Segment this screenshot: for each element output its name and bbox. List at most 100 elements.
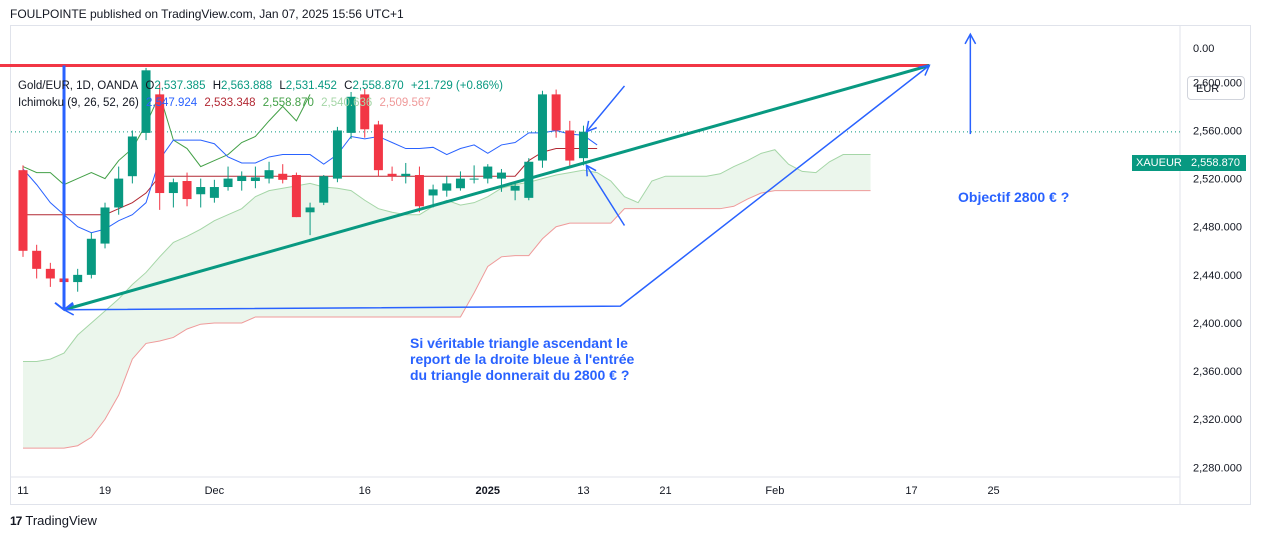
candle-body <box>414 174 424 207</box>
candle <box>141 67 151 141</box>
candle <box>209 179 219 203</box>
candle-body <box>86 238 96 275</box>
candle <box>428 184 438 208</box>
lagging-span-line <box>22 92 311 186</box>
footer-brand[interactable]: 17 TradingView <box>10 513 97 528</box>
candle-body <box>565 130 575 161</box>
conversion-value: 2,547.924 <box>146 97 198 109</box>
last-price-tag: 2,558.870 <box>1185 155 1246 171</box>
span-a-value: 2,540.636 <box>321 97 373 109</box>
candle <box>496 168 506 192</box>
candle-body <box>442 183 452 191</box>
y-tick-label: 2,360.000 <box>1193 366 1242 378</box>
candle-body <box>18 170 28 251</box>
span-b-line <box>23 190 871 449</box>
ohlc-legend: Gold/EUR, 1D, OANDA O2,537.385 H2,563.88… <box>18 80 507 92</box>
candle <box>196 178 206 208</box>
close-label: C <box>344 80 353 92</box>
pointer-arrow-lower-head <box>585 164 597 177</box>
open-value: 2,537.385 <box>154 80 206 92</box>
candle <box>305 202 315 236</box>
candle-body <box>305 207 315 213</box>
span-b-value: 2,509.567 <box>379 97 431 109</box>
candle-body <box>127 136 137 177</box>
candle-body <box>483 166 493 179</box>
candle <box>278 164 288 184</box>
candle <box>32 244 42 279</box>
pointer-arrow-lower <box>585 164 626 226</box>
candle-body <box>496 172 506 179</box>
x-tick-label: 17 <box>905 485 917 497</box>
x-tick-label: Feb <box>765 485 784 497</box>
y-tick-label: 2,320.000 <box>1193 414 1242 426</box>
candle-body <box>373 124 383 171</box>
x-tick-label: 21 <box>659 485 671 497</box>
ichimoku-legend[interactable]: Ichimoku (9, 26, 52, 26) 2,547.924 2,533… <box>18 97 435 109</box>
candle <box>114 166 124 215</box>
candle-body <box>428 189 438 196</box>
triangle-annotation[interactable]: Si véritable triangle ascendant le repor… <box>410 335 635 383</box>
conversion-line <box>22 129 598 234</box>
y-tick-label: 2,400.000 <box>1193 318 1242 330</box>
candle <box>414 166 424 213</box>
x-tick-label: 13 <box>577 485 589 497</box>
low-label: L <box>279 80 286 92</box>
base-value: 2,533.348 <box>204 97 256 109</box>
candle-body <box>401 173 411 177</box>
close-value: 2,558.870 <box>352 80 404 92</box>
x-tick-label: 25 <box>987 485 999 497</box>
candle <box>401 162 411 184</box>
candle <box>551 89 561 138</box>
currency-button[interactable]: EUR <box>1187 76 1245 100</box>
y-tick-label: 2,520.000 <box>1193 174 1242 186</box>
open-label: O <box>145 80 155 92</box>
x-tick-label: 2025 <box>476 485 500 497</box>
candle <box>565 120 575 167</box>
high-value: 2,563.888 <box>221 80 273 92</box>
candle-body <box>469 178 479 180</box>
candle <box>100 202 110 249</box>
candle-body <box>551 94 561 131</box>
candle <box>483 164 493 184</box>
y-tick-label: 2,600.000 <box>1193 77 1242 89</box>
candle-body <box>73 274 83 283</box>
candle-body <box>209 187 219 198</box>
projection-line <box>64 64 930 311</box>
candle-body <box>346 96 356 133</box>
candle <box>18 165 28 257</box>
y-tick-label: 2,440.000 <box>1193 270 1242 282</box>
candle <box>127 130 137 184</box>
symbol-tag: XAUEUR <box>1132 155 1186 171</box>
x-tick-label: 19 <box>99 485 111 497</box>
candle-body <box>250 177 260 182</box>
pointer-arrow-upper-head <box>585 120 597 133</box>
y-tick-label: 2,280.000 <box>1193 462 1242 474</box>
candle <box>319 174 329 206</box>
candle <box>442 176 452 197</box>
candle <box>45 262 55 287</box>
candle-body <box>100 207 110 244</box>
candle <box>332 126 342 183</box>
candle <box>510 182 520 201</box>
y-tick-label: 2,480.000 <box>1193 222 1242 234</box>
candle-body <box>332 130 342 179</box>
candle-body <box>319 176 329 203</box>
candle-body <box>237 176 247 182</box>
candle <box>168 178 178 208</box>
candle <box>469 165 479 184</box>
candle-body <box>578 131 588 159</box>
candle-body <box>510 185 520 191</box>
projection-arrowhead-right <box>918 64 931 76</box>
candle <box>578 125 588 166</box>
candle-body <box>387 173 397 177</box>
objective-annotation[interactable]: Objectif 2800 € ? <box>958 189 1070 205</box>
x-tick-label: 16 <box>359 485 371 497</box>
candle <box>264 161 274 184</box>
ichimoku-cloud <box>23 149 871 449</box>
change-value: +21.729 (+0.86%) <box>410 80 503 92</box>
candle <box>86 232 96 279</box>
candle-body <box>291 174 301 218</box>
tradingview-logo-icon: 17 <box>10 513 22 528</box>
x-tick-label: 11 <box>17 485 28 497</box>
